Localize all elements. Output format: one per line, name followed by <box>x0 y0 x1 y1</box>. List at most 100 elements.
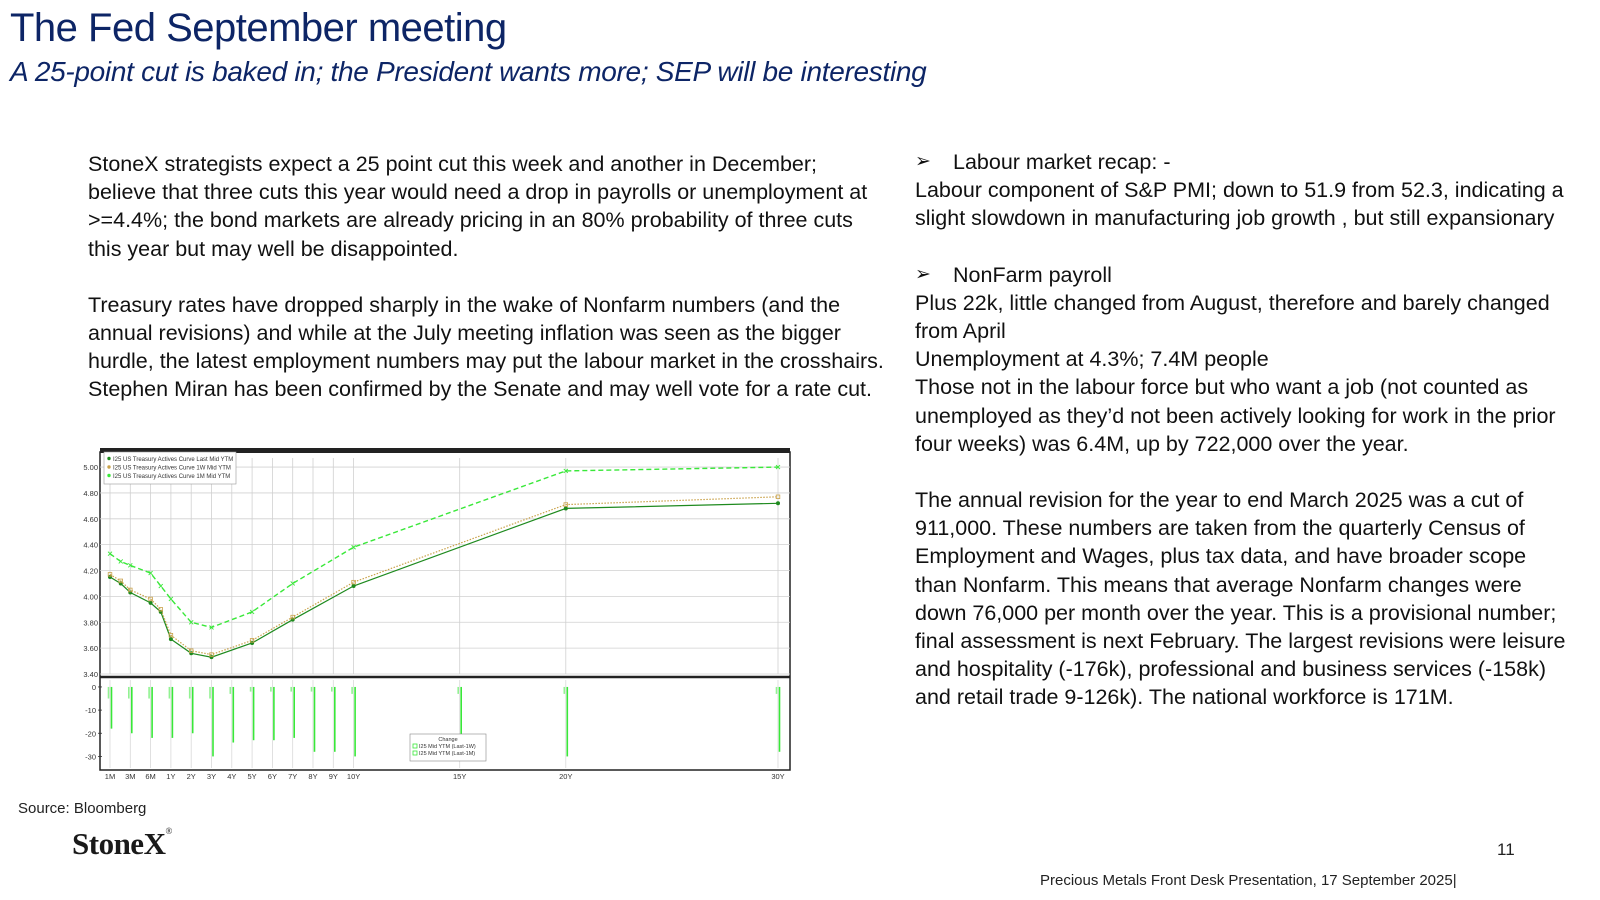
series-point <box>148 596 153 602</box>
change-bar <box>334 686 336 752</box>
change-bar <box>191 686 194 734</box>
change-bar <box>273 686 275 741</box>
paragraph-treasury-rates: Treasury rates have dropped sharply in t… <box>88 292 884 402</box>
series-point <box>209 625 214 630</box>
change-bar <box>270 686 272 692</box>
change-bar <box>293 686 295 738</box>
change-bar <box>310 686 313 692</box>
y-tick-label: 3.80 <box>83 618 98 627</box>
series-point <box>351 584 356 589</box>
change-bar <box>252 686 255 741</box>
x-tick-label: 8Y <box>308 772 317 781</box>
legend-marker <box>107 456 111 461</box>
right-text-column: ➢ Labour market recap: - Labour componen… <box>915 148 1570 712</box>
y-tick-label: 4.40 <box>83 541 98 550</box>
change-bar <box>168 686 171 699</box>
x-tick-label: 1M <box>105 772 115 781</box>
annual-revision-paragraph: The annual revision for the year to end … <box>915 488 1566 710</box>
x-tick-label: 5Y <box>248 772 257 781</box>
series-point <box>290 581 296 586</box>
change-bar <box>110 686 113 729</box>
series-point <box>107 572 113 577</box>
arrow-bullet-icon: ➢ <box>915 263 931 285</box>
series-point <box>775 494 781 500</box>
series-point <box>249 638 255 643</box>
change-bar <box>778 686 781 752</box>
bullet-label: NonFarm payroll <box>953 262 1112 287</box>
change-legend-label: I25 Mid YTM (Last-1M) <box>419 751 475 757</box>
change-bar <box>354 686 356 757</box>
arrow-bullet-icon: ➢ <box>915 151 931 172</box>
series-point <box>563 506 568 511</box>
series-point <box>168 637 173 642</box>
x-tick-label: 20Y <box>559 772 572 781</box>
series-point <box>290 614 295 620</box>
x-tick-label: 15Y <box>453 772 466 781</box>
change-legend-box <box>409 733 487 762</box>
series-point <box>249 609 255 615</box>
change-legend-title: Change <box>438 737 457 743</box>
x-tick-label: 4Y <box>227 772 236 781</box>
change-tick-label: 0 <box>92 683 96 692</box>
x-tick-label: 6Y <box>268 772 277 781</box>
series-point <box>351 579 356 585</box>
legend-box <box>103 451 237 485</box>
change-tick-label: -20 <box>85 729 96 738</box>
y-tick-label: 5.00 <box>83 463 98 472</box>
change-bar <box>460 686 462 757</box>
legend-label: I25 US Treasury Actives Curve 1M Mid YTM <box>113 474 230 480</box>
series-point <box>776 501 780 506</box>
series-point <box>775 464 781 470</box>
legend-label: I25 US Treasury Actives Curve 1W Mid YTM <box>113 466 231 472</box>
change-bar <box>249 686 252 692</box>
series-point <box>148 600 153 605</box>
change-bar <box>232 686 235 743</box>
change-bar <box>331 686 333 692</box>
labour-market-body: Labour component of S&P PMI; down to 51.… <box>915 178 1564 231</box>
series-point <box>128 587 133 593</box>
change-bar <box>131 686 133 734</box>
x-tick-label: 9Y <box>329 772 338 781</box>
page-title: The Fed September meeting <box>10 6 507 50</box>
series-point <box>158 583 164 589</box>
change-bar <box>107 686 110 699</box>
change-bar <box>229 686 232 694</box>
nonfarm-line-3: Those not in the labour force but who wa… <box>915 375 1556 456</box>
y-tick-label: 3.60 <box>83 644 98 653</box>
change-bar <box>775 686 778 694</box>
change-legend-marker <box>412 750 418 756</box>
x-tick-label: 30Y <box>771 772 784 781</box>
change-bar <box>457 686 459 694</box>
change-bar <box>128 686 130 699</box>
change-legend-marker <box>412 743 418 749</box>
x-tick-label: 3M <box>125 772 135 781</box>
change-bar <box>188 686 191 699</box>
source-note: Source: Bloomberg <box>18 800 147 817</box>
x-tick-label: 2Y <box>187 772 196 781</box>
change-bar <box>171 686 174 738</box>
series-point <box>250 640 255 645</box>
page-subtitle: A 25-point cut is baked in; the Presiden… <box>10 56 927 87</box>
bullet-nonfarm: ➢ NonFarm payroll <box>915 261 1570 289</box>
change-bar <box>313 686 316 752</box>
series-point <box>118 559 124 564</box>
series-point <box>118 578 123 584</box>
footer-text: Precious Metals Front Desk Presentation,… <box>1040 872 1457 889</box>
series-point <box>563 502 568 507</box>
change-bar <box>209 686 211 699</box>
bullet-label: Labour market recap: - <box>953 150 1171 174</box>
y-tick-label: 4.80 <box>83 489 98 498</box>
change-tick-label: -10 <box>85 706 96 715</box>
y-tick-label: 4.20 <box>83 567 98 576</box>
series-point <box>189 648 194 653</box>
change-bar <box>151 686 153 738</box>
treasury-yield-curve-chart: 5.00 4.80 4.60 4.40 4.20 4.00 3.80 3.60 3.40 1M 3M… <box>76 448 792 788</box>
bullet-labour-market: ➢ Labour market recap: - <box>915 148 1570 176</box>
x-tick-label: 7Y <box>288 772 297 781</box>
change-bar <box>566 686 569 757</box>
change-tick-label: -30 <box>85 752 96 761</box>
paragraph-fed-expectations: StoneX strategists expect a 25 point cut… <box>88 152 868 261</box>
series-point <box>168 632 174 638</box>
chart-frame <box>99 451 791 771</box>
change-bar <box>212 686 214 757</box>
